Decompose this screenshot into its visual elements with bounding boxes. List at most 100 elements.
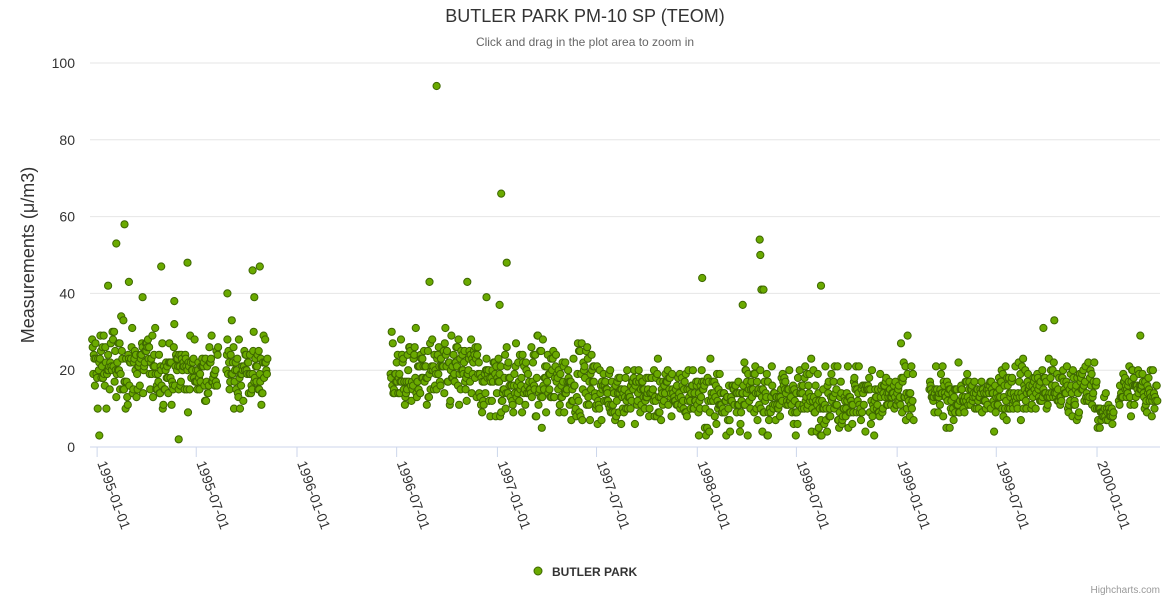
data-point[interactable] [630,419,640,429]
data-point[interactable] [1153,396,1162,405]
data-point[interactable] [775,412,785,421]
data-point[interactable] [123,393,132,402]
data-point[interactable] [501,350,510,359]
data-point[interactable] [255,262,264,271]
data-point[interactable] [1109,408,1118,417]
data-point[interactable] [1049,358,1058,367]
data-point[interactable] [657,416,666,425]
data-point[interactable] [569,354,578,363]
data-point[interactable] [170,297,179,306]
data-point[interactable] [214,343,223,352]
data-point[interactable] [1002,416,1011,425]
data-point[interactable] [205,343,214,352]
data-point[interactable] [441,323,450,333]
data-point[interactable] [478,408,487,417]
data-point[interactable] [167,400,176,409]
data-point[interactable] [907,404,917,413]
data-point[interactable] [170,320,179,329]
data-point[interactable] [726,427,735,436]
data-point[interactable] [756,250,765,260]
data-point[interactable] [206,354,216,363]
data-point[interactable] [482,293,491,302]
data-point[interactable] [139,389,148,398]
data-point[interactable] [262,369,271,379]
data-point[interactable] [795,366,804,375]
data-point[interactable] [410,343,419,352]
data-point[interactable] [826,412,835,421]
data-point[interactable] [123,400,132,409]
data-point[interactable] [634,366,643,375]
data-point[interactable] [667,412,676,421]
data-point[interactable] [440,389,449,398]
data-point[interactable] [960,408,969,417]
data-point[interactable] [1130,400,1139,409]
data-point[interactable] [104,281,113,290]
data-point[interactable] [1126,412,1136,421]
data-point[interactable] [148,393,158,402]
data-point[interactable] [211,366,220,375]
data-point[interactable] [105,385,114,394]
data-point[interactable] [698,273,707,283]
data-point[interactable] [938,362,947,371]
data-point[interactable] [169,343,178,352]
data-point[interactable] [597,416,606,425]
data-point[interactable] [793,419,802,429]
data-point[interactable] [204,389,213,398]
data-point[interactable] [811,381,820,390]
data-point[interactable] [909,416,918,425]
data-point[interactable] [556,369,565,379]
data-point[interactable] [570,381,579,390]
data-point[interactable] [756,366,765,375]
data-point[interactable] [474,358,483,367]
data-point[interactable] [578,416,587,425]
data-point[interactable] [804,381,813,390]
data-point[interactable] [843,362,853,371]
data-point[interactable] [424,393,434,402]
data-point[interactable] [697,393,706,402]
data-point[interactable] [950,393,959,402]
data-point[interactable] [223,289,232,298]
data-point[interactable] [434,369,443,379]
data-point[interactable] [532,412,541,421]
data-point[interactable] [785,366,794,375]
data-point[interactable] [151,323,160,333]
data-point[interactable] [621,373,630,382]
data-point[interactable] [446,396,455,405]
data-point[interactable] [467,335,476,344]
data-point[interactable] [762,369,771,379]
data-point[interactable] [595,404,604,413]
data-point[interactable] [235,404,245,413]
data-point[interactable] [1152,381,1161,390]
data-point[interactable] [906,389,915,398]
data-point[interactable] [585,416,595,425]
series-points[interactable] [88,81,1162,444]
data-point[interactable] [990,427,999,436]
data-point[interactable] [261,335,270,344]
data-point[interactable] [250,293,259,302]
data-point[interactable] [833,362,842,371]
data-point[interactable] [705,427,714,436]
data-point[interactable] [128,323,137,333]
data-point[interactable] [542,408,551,417]
data-point[interactable] [233,354,242,363]
data-point[interactable] [821,362,830,371]
data-point[interactable] [712,419,721,429]
data-point[interactable] [115,339,124,348]
data-point[interactable] [237,381,246,390]
data-point[interactable] [521,400,530,409]
data-point[interactable] [816,281,826,290]
data-point[interactable] [461,385,470,394]
data-point[interactable] [1108,419,1117,429]
data-point[interactable] [494,354,503,363]
data-point[interactable] [1039,323,1048,333]
data-point[interactable] [1008,373,1017,382]
data-point[interactable] [538,393,547,402]
data-point[interactable] [404,366,413,375]
data-point[interactable] [229,343,238,352]
data-point[interactable] [449,350,458,359]
data-point[interactable] [482,354,491,363]
data-point[interactable] [589,377,598,386]
data-point[interactable] [104,350,113,359]
data-point[interactable] [954,358,963,367]
data-point[interactable] [543,377,552,386]
